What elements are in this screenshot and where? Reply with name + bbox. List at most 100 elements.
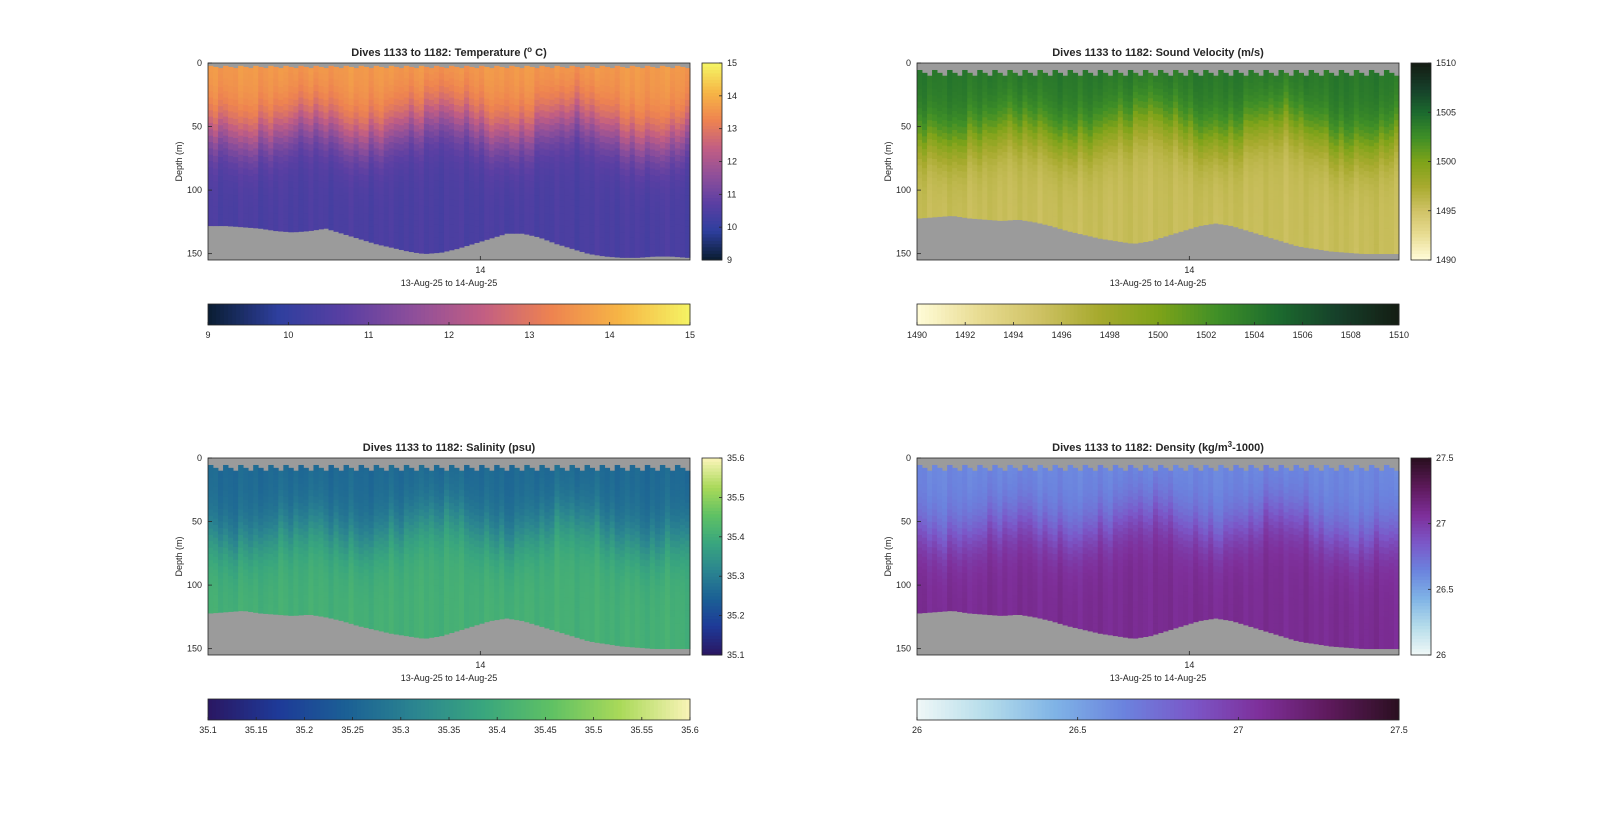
section-cell <box>288 156 293 163</box>
section-cell <box>1048 76 1053 83</box>
section-cell <box>1213 184 1218 191</box>
section-cell <box>1258 203 1263 210</box>
section-cell <box>288 118 293 125</box>
section-cell <box>1043 117 1048 124</box>
section-cell <box>1118 92 1123 99</box>
section-cell <box>459 189 464 196</box>
section-cell <box>932 184 937 191</box>
section-cell <box>605 105 610 112</box>
section-cell <box>1068 146 1073 153</box>
section-cell <box>1143 165 1148 172</box>
section-cell <box>429 119 434 126</box>
section-cell <box>1183 127 1188 134</box>
section-cell <box>554 79 559 86</box>
section-cell <box>243 105 248 112</box>
section-cell <box>605 111 610 118</box>
section-cell <box>1183 139 1188 146</box>
section-cell <box>1248 172 1253 179</box>
section-cell <box>1083 121 1088 128</box>
section-cell <box>1228 222 1233 226</box>
section-cell <box>509 225 514 232</box>
section-cell <box>605 181 610 188</box>
section-cell <box>942 171 947 178</box>
section-cell <box>1143 89 1148 96</box>
section-cell <box>514 99 519 106</box>
section-cell <box>449 123 454 130</box>
colorbar-bottom-swatch <box>236 304 241 325</box>
section-cell <box>1314 124 1319 131</box>
section-cell <box>1022 184 1027 191</box>
colorbar-bottom-swatch <box>481 304 486 325</box>
section-cell <box>223 123 228 130</box>
section-cell <box>942 190 947 197</box>
section-cell <box>1048 177 1053 184</box>
section-cell <box>494 180 499 187</box>
section-cell <box>665 194 670 201</box>
section-cell <box>1143 153 1148 160</box>
section-cell <box>655 189 660 196</box>
section-cell <box>1279 108 1284 115</box>
section-cell <box>655 233 660 240</box>
section-cell <box>409 200 414 207</box>
section-cell <box>1108 139 1113 146</box>
section-cell <box>1128 76 1133 83</box>
section-cell <box>1208 105 1213 112</box>
section-cell <box>344 85 349 92</box>
section-cell <box>263 208 268 215</box>
section-cell <box>404 199 409 206</box>
section-cell <box>1148 206 1153 213</box>
section-cell <box>962 89 967 96</box>
section-cell <box>1098 134 1103 141</box>
section-cell <box>937 143 942 150</box>
section-cell <box>1032 120 1037 127</box>
plot-title: Dives 1133 to 1182: Temperature (o C) <box>351 45 547 60</box>
section-cell <box>1213 114 1218 121</box>
section-cell <box>504 106 509 113</box>
section-cell <box>464 193 469 200</box>
section-cell <box>524 98 529 105</box>
section-cell <box>213 207 218 214</box>
section-cell <box>982 187 987 194</box>
section-cell <box>1133 175 1138 182</box>
section-cell <box>605 124 610 131</box>
section-cell <box>509 218 514 225</box>
section-cell <box>243 162 248 169</box>
section-cell <box>962 134 967 141</box>
section-cell <box>308 68 313 75</box>
section-cell <box>334 169 339 176</box>
section-cell <box>685 214 690 221</box>
section-cell <box>645 237 650 244</box>
section-cell <box>323 227 328 229</box>
section-cell <box>1273 190 1278 197</box>
section-cell <box>1213 203 1218 210</box>
section-cell <box>620 181 625 188</box>
section-cell <box>258 150 263 157</box>
colorbar-bottom-swatch <box>417 304 422 325</box>
section-cell <box>685 208 690 215</box>
section-cell <box>680 67 685 74</box>
section-cell <box>404 244 409 251</box>
colorbar-bottom-swatch <box>397 304 402 325</box>
section-cell <box>680 124 685 131</box>
section-cell <box>494 225 499 232</box>
section-cell <box>1043 98 1048 105</box>
section-cell <box>539 167 544 174</box>
section-cell <box>1083 89 1088 96</box>
section-cell <box>1118 225 1123 232</box>
section-cell <box>228 213 233 220</box>
section-cell <box>1223 92 1228 99</box>
section-cell <box>1007 172 1012 179</box>
section-cell <box>610 94 615 101</box>
section-cell <box>1053 165 1058 172</box>
section-cell <box>685 113 690 120</box>
section-cell <box>534 151 539 158</box>
section-cell <box>1248 108 1253 115</box>
colorbar-bottom-swatch <box>312 304 317 325</box>
section-cell <box>1193 219 1198 226</box>
section-cell <box>600 79 605 86</box>
section-cell <box>504 138 509 145</box>
section-cell <box>1294 102 1299 109</box>
section-cell <box>329 161 334 168</box>
section-cell <box>258 80 263 87</box>
section-cell <box>615 187 620 194</box>
